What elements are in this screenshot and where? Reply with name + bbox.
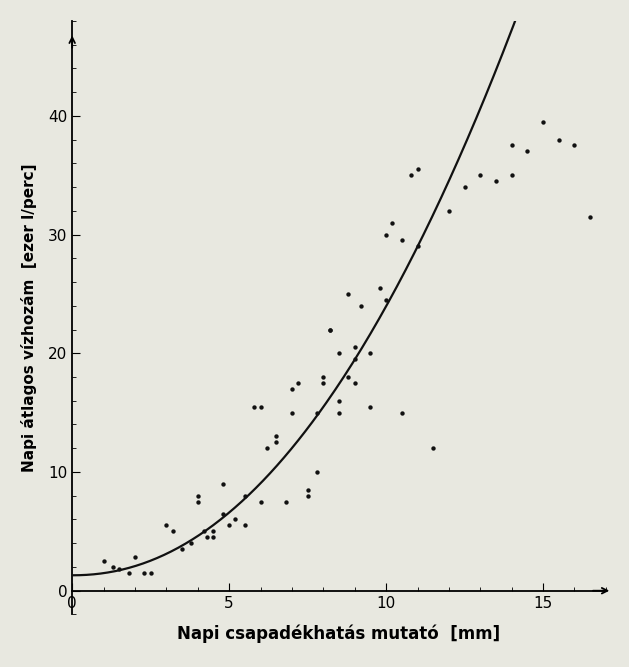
Point <box>343 372 353 382</box>
Point <box>356 300 366 311</box>
Point <box>397 408 407 418</box>
Point <box>365 348 376 359</box>
Point <box>334 396 344 406</box>
Point <box>199 526 209 537</box>
Point <box>208 526 218 537</box>
Point <box>130 552 140 563</box>
Point <box>397 235 407 246</box>
Point <box>428 443 438 454</box>
Point <box>255 496 265 507</box>
Y-axis label: Napi átlagos vízhozám  [ezer l/perc]: Napi átlagos vízhozám [ezer l/perc] <box>21 163 37 472</box>
Point <box>312 408 322 418</box>
Point <box>325 324 335 335</box>
Point <box>381 295 391 305</box>
Point <box>522 146 532 157</box>
Point <box>413 164 423 175</box>
Point <box>381 229 391 240</box>
Point <box>281 496 291 507</box>
Point <box>167 526 177 537</box>
Point <box>303 484 313 495</box>
Point <box>538 117 548 127</box>
Point <box>507 170 517 181</box>
Point <box>460 181 470 192</box>
Point <box>271 437 281 448</box>
Point <box>287 408 297 418</box>
Point <box>146 568 156 578</box>
Point <box>240 490 250 501</box>
Point <box>249 402 259 412</box>
Point <box>491 176 501 187</box>
Point <box>334 408 344 418</box>
Point <box>312 467 322 478</box>
X-axis label: Napi csapadékhatás mutató  [mm]: Napi csapadékhatás mutató [mm] <box>177 624 501 643</box>
Point <box>224 520 234 531</box>
Point <box>161 520 171 531</box>
Point <box>114 564 125 575</box>
Point <box>303 490 313 501</box>
Point <box>99 556 109 566</box>
Point <box>293 378 303 388</box>
Point <box>192 496 203 507</box>
Point <box>208 532 218 543</box>
Point <box>350 342 360 353</box>
Point <box>350 378 360 388</box>
Point <box>476 170 486 181</box>
Point <box>343 289 353 299</box>
Point <box>124 568 134 578</box>
Point <box>287 384 297 394</box>
Point <box>186 538 196 548</box>
Point <box>218 508 228 519</box>
Point <box>585 211 595 222</box>
Point <box>192 490 203 501</box>
Point <box>318 378 328 388</box>
Point <box>140 568 150 578</box>
Point <box>554 134 564 145</box>
Point <box>262 443 272 454</box>
Point <box>334 348 344 359</box>
Point <box>507 140 517 151</box>
Point <box>255 402 265 412</box>
Point <box>350 354 360 365</box>
Point <box>444 205 454 216</box>
Point <box>240 520 250 531</box>
Point <box>271 431 281 442</box>
Point <box>325 324 335 335</box>
Point <box>108 562 118 572</box>
Point <box>413 241 423 251</box>
Point <box>387 217 398 228</box>
Point <box>177 544 187 554</box>
Point <box>218 478 228 489</box>
Point <box>318 372 328 382</box>
Point <box>230 514 240 525</box>
Point <box>406 170 416 181</box>
Point <box>202 532 212 543</box>
Point <box>375 283 385 293</box>
Point <box>569 140 579 151</box>
Point <box>365 402 376 412</box>
